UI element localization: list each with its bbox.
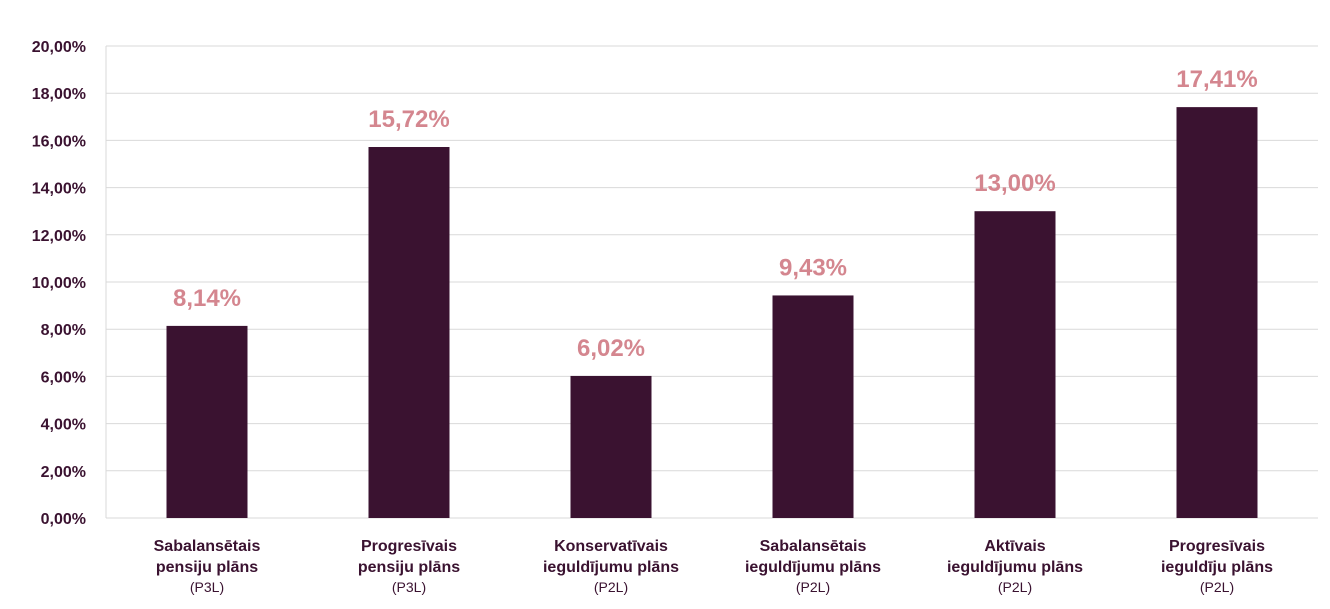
x-category-sublabel: (P3L) <box>190 579 224 595</box>
y-tick-label: 18,00% <box>32 86 86 103</box>
x-category-sublabel: (P2L) <box>796 579 830 595</box>
x-category-sublabel: (P2L) <box>998 579 1032 595</box>
x-category-sublabel: (P2L) <box>1200 579 1234 595</box>
x-category-label: Aktīvais <box>984 538 1045 555</box>
data-label: 13,00% <box>974 170 1055 197</box>
x-category-label: ieguldīju plāns <box>1161 559 1273 576</box>
bar <box>974 211 1056 518</box>
x-category-label: ieguldījumu plāns <box>947 559 1083 576</box>
x-category-sublabel: (P3L) <box>392 579 426 595</box>
x-category-label: Konservatīvais <box>554 538 668 555</box>
x-category-label: pensiju plāns <box>358 559 460 576</box>
x-category-label: Progresīvais <box>361 538 457 555</box>
bar <box>772 295 854 518</box>
data-label: 6,02% <box>577 335 645 362</box>
bar <box>368 147 450 518</box>
x-category-label: ieguldījumu plāns <box>745 559 881 576</box>
x-category-label: Sabalansētais <box>154 538 261 555</box>
y-tick-label: 10,00% <box>32 275 86 292</box>
data-label: 8,14% <box>173 285 241 312</box>
data-label: 15,72% <box>368 106 449 133</box>
y-tick-label: 16,00% <box>32 133 86 150</box>
bar <box>1176 107 1258 519</box>
data-label: 17,41% <box>1176 66 1257 93</box>
x-category-label: ieguldījumu plāns <box>543 559 679 576</box>
bar <box>570 375 652 518</box>
y-tick-label: 14,00% <box>32 181 86 198</box>
y-tick-label: 0,00% <box>41 511 86 528</box>
x-category-label: Progresīvais <box>1169 538 1265 555</box>
x-category-label: Sabalansētais <box>760 538 867 555</box>
bar <box>166 325 248 518</box>
y-tick-label: 12,00% <box>32 228 86 245</box>
y-tick-label: 4,00% <box>41 417 86 434</box>
y-tick-label: 2,00% <box>41 464 86 481</box>
data-label: 9,43% <box>779 254 847 281</box>
y-tick-label: 20,00% <box>32 39 86 56</box>
y-tick-label: 6,00% <box>41 369 86 386</box>
x-category-label: pensiju plāns <box>156 559 258 576</box>
x-category-sublabel: (P2L) <box>594 579 628 595</box>
y-tick-label: 8,00% <box>41 322 86 339</box>
